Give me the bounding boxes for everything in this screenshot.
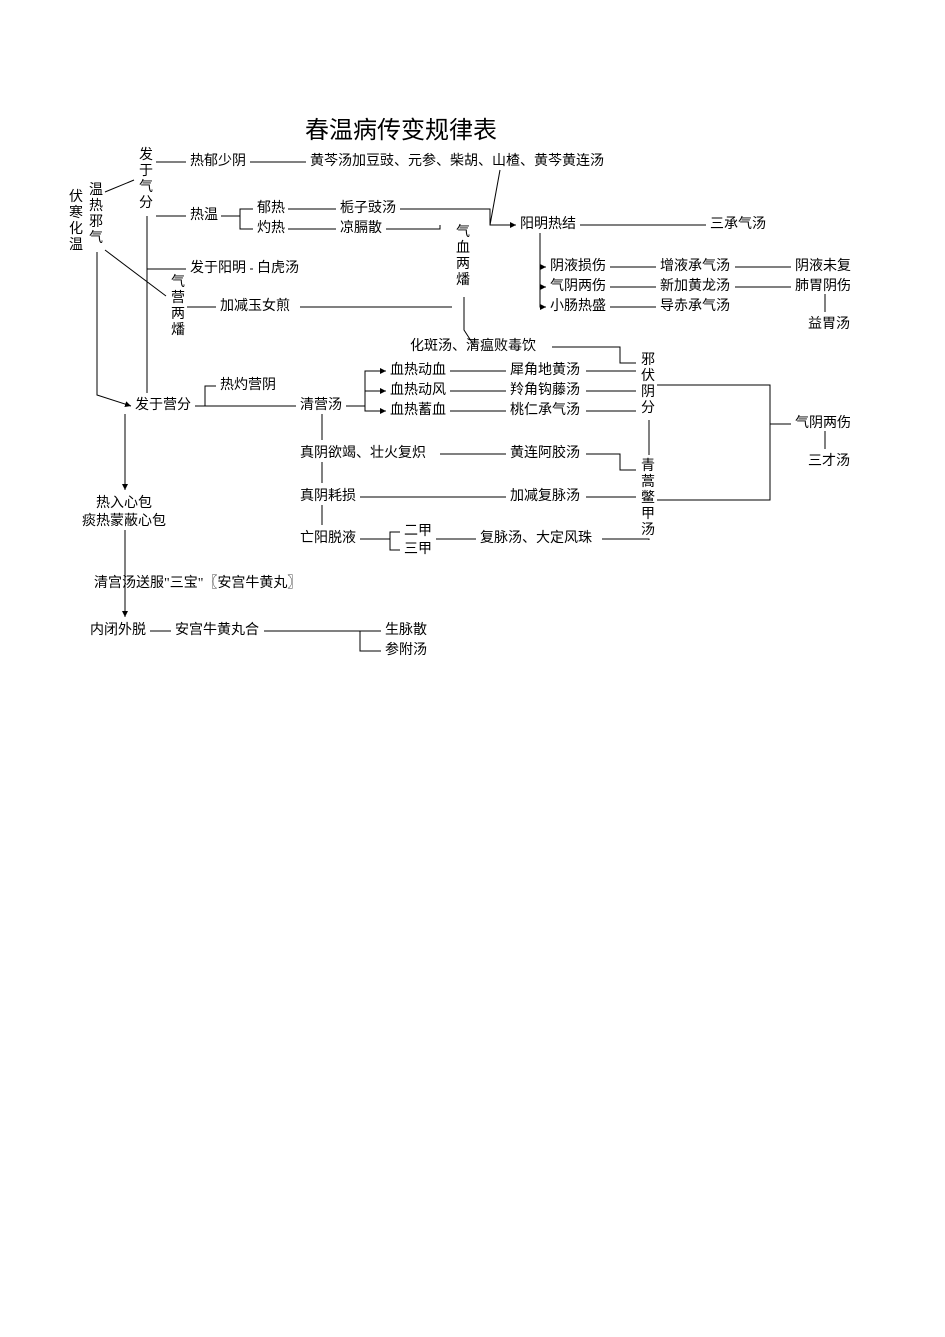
node-n24: 益胃汤 (808, 316, 850, 334)
edge-n27-n37 (552, 347, 636, 363)
edge-n30-n33 (346, 391, 386, 406)
node-n15: 三承气汤 (710, 216, 766, 234)
node-n54: 生脉散 (385, 622, 427, 640)
edge-n6-n7 (221, 209, 253, 216)
edge-n5-n14 (490, 170, 500, 225)
node-n29: 热灼营阴 (220, 377, 276, 395)
node-n16: 阴液损伤 (550, 258, 606, 276)
node-n30: 清营汤 (300, 397, 342, 415)
edge-n45-n47 (360, 539, 400, 550)
node-n53: 安宫牛黄丸合 (175, 622, 259, 640)
node-n47: 三甲 (404, 541, 432, 559)
node-n40: 真阴欲竭、壮火复炽 (300, 445, 426, 463)
node-n8: 灼热 (257, 220, 285, 238)
edge-n2-n25 (105, 250, 166, 296)
node-n42: 真阴耗损 (300, 488, 356, 506)
edge-n14-n20 (540, 233, 546, 307)
node-n12: 白虎汤 (257, 260, 299, 278)
edge-n14-n18 (540, 233, 546, 287)
node-n55: 参附汤 (385, 642, 427, 660)
node-n36: 桃仁承气汤 (510, 402, 580, 420)
edge-n30-n31 (346, 371, 386, 406)
edge-n41-n44 (586, 454, 636, 470)
node-n26: 加减玉女煎 (220, 298, 290, 316)
node-n20: 小肠热盛 (550, 298, 606, 316)
node-n33: 血热动风 (390, 382, 446, 400)
flowchart-canvas: 春温病传变规律表 伏寒化温温热邪气 发于气分 热郁少阴 黄芩汤加豆豉、元参、柴胡、山楂… (0, 0, 945, 1337)
node-n14: 阳明热结 (520, 216, 576, 234)
node-n17: 增液承气汤 (660, 258, 730, 276)
node-n48: 复脉汤、大定风珠 (480, 530, 592, 548)
node-n37: 邪伏阴分 (640, 353, 656, 417)
node-n50: 痰热蒙蔽心包 (82, 513, 166, 531)
edge-n28-n29 (195, 386, 216, 406)
node-n43: 加减复脉汤 (510, 488, 580, 506)
edge-n9-n14 (400, 209, 516, 225)
node-n34: 羚角钩藤汤 (510, 382, 580, 400)
node-n46: 二甲 (404, 523, 432, 541)
edge-n3-n11 (147, 216, 186, 269)
node-n32: 犀角地黄汤 (510, 362, 580, 380)
node-n7: 郁热 (257, 200, 285, 218)
edge-n6-n8 (221, 216, 253, 229)
node-n21: 导赤承气汤 (660, 298, 730, 316)
node-n10: 凉膈散 (340, 220, 382, 238)
edge-n14-n16 (540, 233, 546, 267)
node-n22: 阴液未复 (795, 258, 851, 276)
node-n45: 亡阳脱液 (300, 530, 356, 548)
node-n49: 热入心包 (96, 495, 152, 513)
node-n28: 发于营分 (135, 397, 191, 415)
edge-n37-n38 (657, 385, 791, 424)
edge-n48-n44 (602, 539, 649, 540)
node-n52: 内闭外脱 (90, 622, 146, 640)
node-n1: 伏寒化温 (68, 190, 84, 254)
node-n39: 三才汤 (808, 453, 850, 471)
node-n38: 气阴两伤 (795, 415, 851, 433)
node-n51: 清宫汤送服"三宝"〖安宫牛黄丸〗 (94, 575, 301, 593)
node-n5: 黄芩汤加豆豉、元参、柴胡、山楂、黄芩黄连汤 (310, 153, 604, 171)
node-n41: 黄连阿胶汤 (510, 445, 580, 463)
node-n11: 发于阳明 (190, 260, 246, 278)
node-n31: 血热动血 (390, 362, 446, 380)
node-n18: 气阴两伤 (550, 278, 606, 296)
edge-n44-n38 (657, 424, 770, 500)
edge-n2-n28 (97, 252, 131, 406)
node-n2: 温热邪气 (88, 183, 104, 247)
node-n27: 化斑汤、清瘟败毒饮 (410, 338, 536, 356)
node-n6: 热温 (190, 207, 218, 225)
chart-title: 春温病传变规律表 (305, 110, 497, 145)
node-n19: 新加黄龙汤 (660, 278, 730, 296)
node-n9: 栀子豉汤 (340, 200, 396, 218)
edge-n45-n46 (360, 532, 400, 539)
edge-n2-n3 (105, 180, 134, 192)
node-n25: 气营两燔 (170, 275, 186, 339)
node-n44: 青蒿鳖甲汤 (640, 459, 656, 539)
node-n23: 肺胃阴伤 (795, 278, 851, 296)
edge-n53-n55 (264, 631, 381, 651)
node-n3: 发于气分 (138, 148, 154, 212)
node-n13: 气血两燔 (455, 225, 471, 289)
edge-n10-n14 (386, 225, 440, 229)
edge-n30-n35 (346, 406, 386, 411)
node-n4: 热郁少阴 (190, 153, 246, 171)
node-n35: 血热蓄血 (390, 402, 446, 420)
